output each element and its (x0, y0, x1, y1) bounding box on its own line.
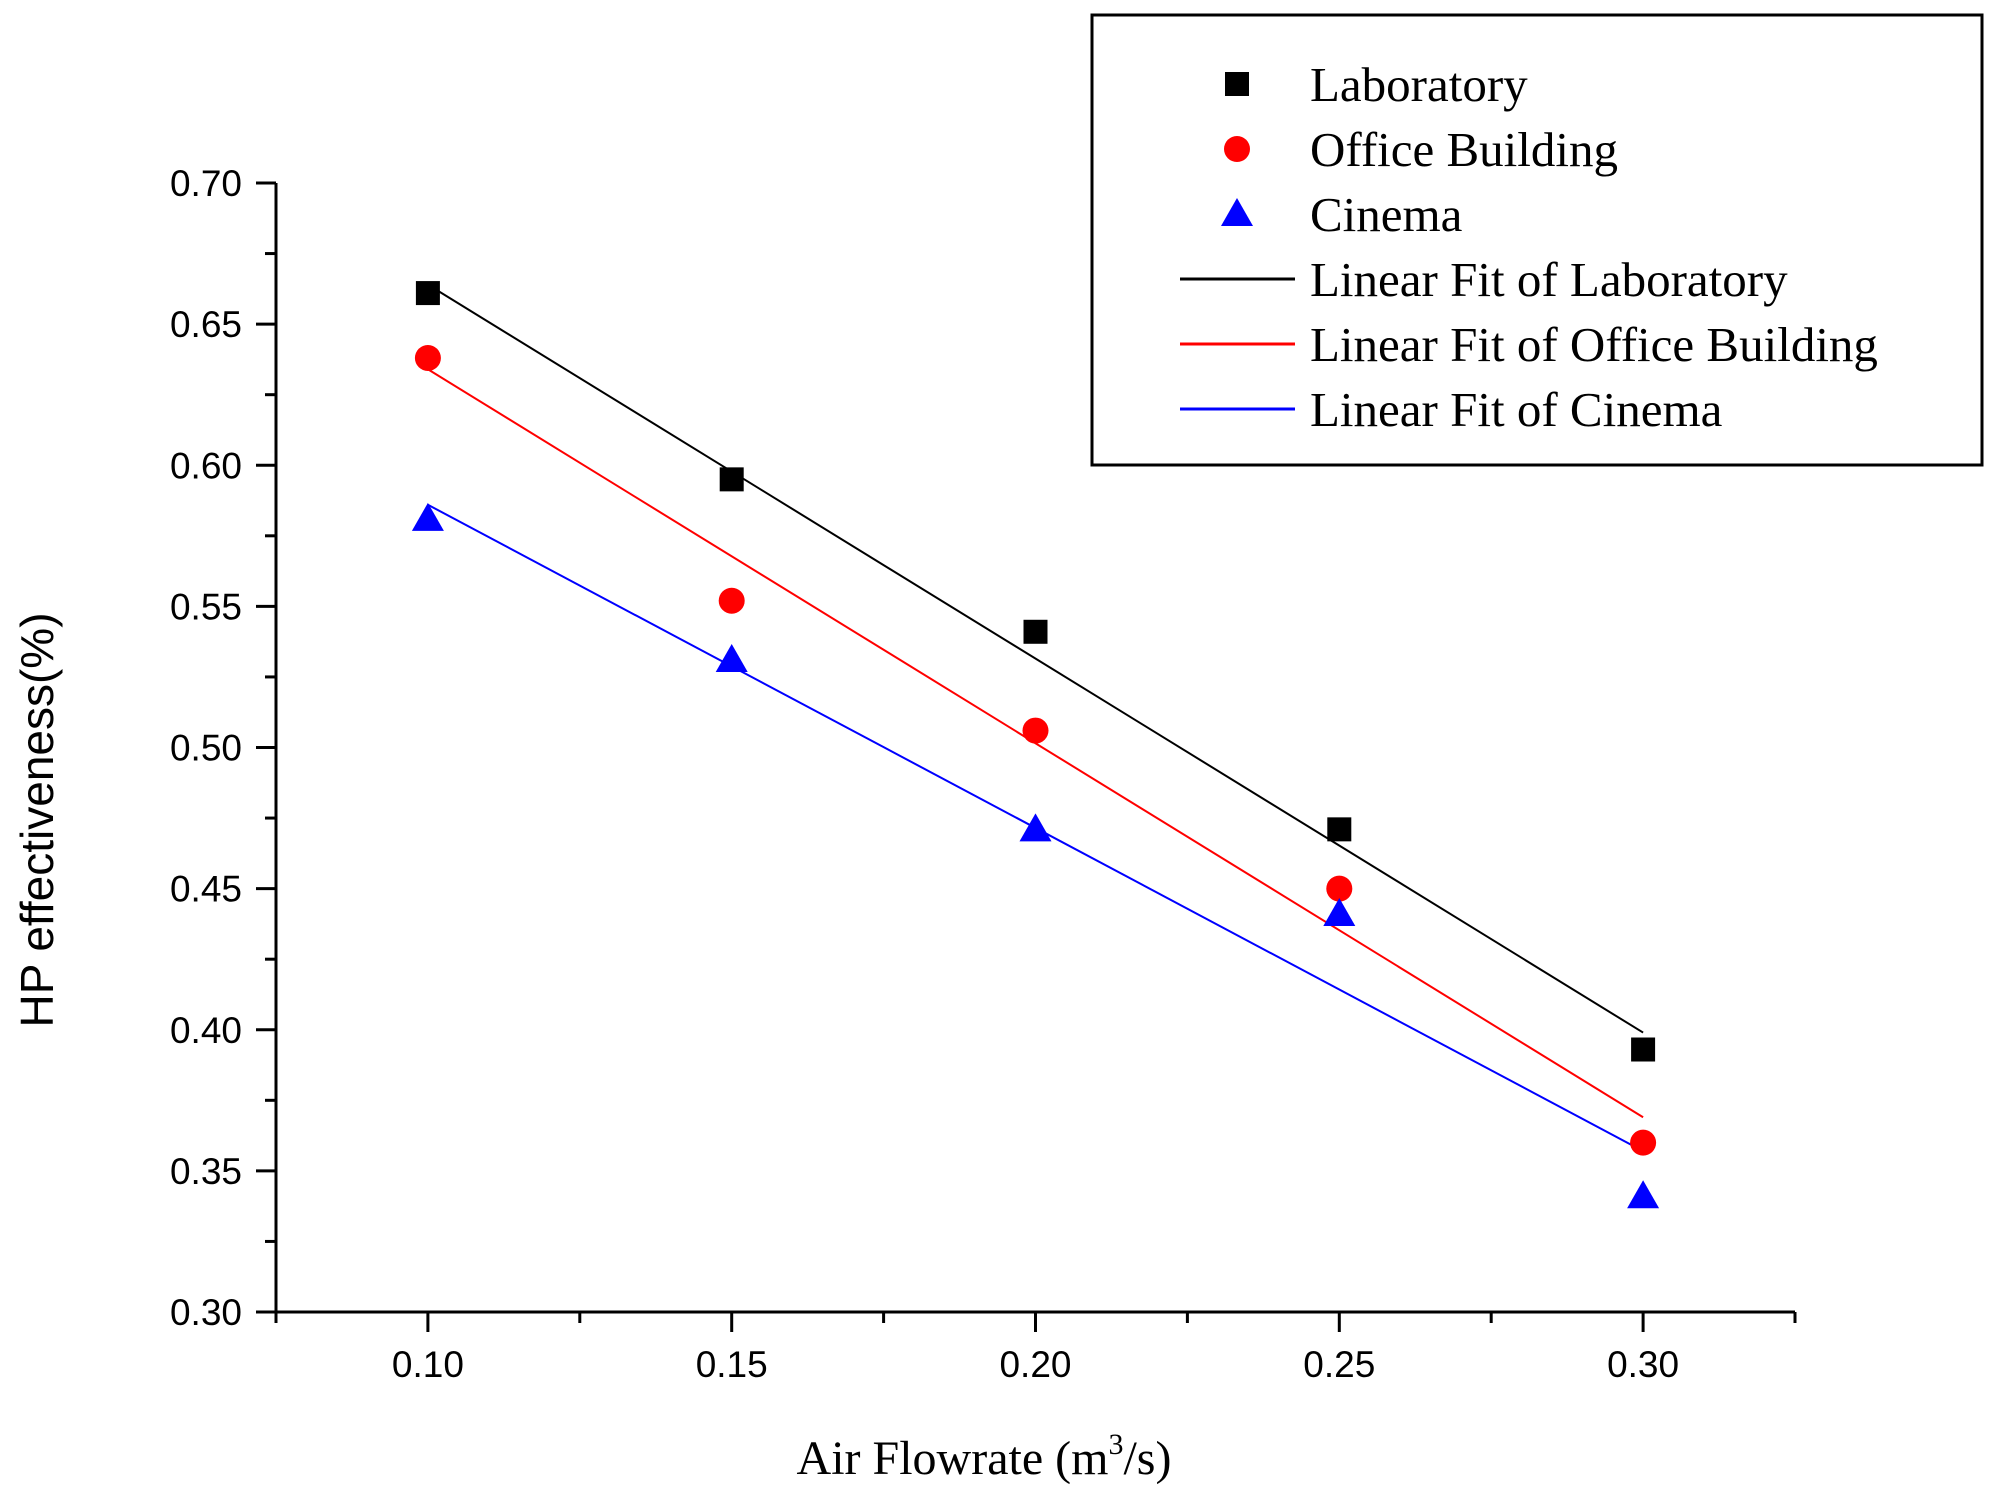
y-tick-label: 0.35 (170, 1151, 242, 1192)
legend-label: Linear Fit of Office Building (1310, 317, 1878, 372)
data-point (415, 281, 440, 306)
legend: Laboratory Office Building Cinema Linear Fi… (1090, 13, 1984, 467)
y-tick-label: 0.60 (170, 445, 242, 486)
data-point (1022, 717, 1049, 744)
data-point (1019, 813, 1052, 842)
data-point (1023, 619, 1048, 644)
y-tick-label: 0.30 (170, 1292, 242, 1333)
data-point (1630, 1129, 1657, 1156)
legend-label: Laboratory (1310, 57, 1528, 112)
x-axis-title-superscript: 3 (1108, 1428, 1123, 1461)
y-tick-label: 0.40 (170, 1010, 242, 1051)
x-axis-title-suffix: /s) (1123, 1432, 1171, 1485)
x-axis-title: Air Flowrate (m3/s) (797, 1428, 1172, 1485)
legend-label: Linear Fit of Cinema (1310, 382, 1723, 437)
data-point (1327, 817, 1352, 842)
x-tick-label: 0.10 (392, 1344, 464, 1385)
data-point (1323, 898, 1356, 927)
x-axis-title-prefix: Air Flowrate (m (797, 1432, 1109, 1485)
y-tick-label: 0.55 (170, 586, 242, 627)
plot-area: 0.30 0.35 0.40 0.45 0.50 0.55 0.60 0.65 0.70 0.10… (170, 163, 1797, 1385)
data-point (1631, 1037, 1656, 1062)
legend-label: Office Building (1310, 122, 1618, 177)
y-tick-label: 0.65 (170, 304, 242, 345)
data-point (1627, 1180, 1660, 1209)
legend-marker (1225, 72, 1249, 96)
data-point (719, 467, 744, 492)
y-tick-label: 0.50 (170, 728, 242, 769)
legend-label: Linear Fit of Laboratory (1310, 252, 1788, 307)
legend-marker (1221, 198, 1253, 226)
y-tick-label: 0.45 (170, 869, 242, 910)
x-tick-label: 0.25 (1303, 1344, 1375, 1385)
legend-marker (1224, 136, 1250, 162)
data-point (718, 587, 745, 614)
data-point (414, 344, 441, 371)
data-point (411, 502, 444, 531)
y-tick-label: 0.70 (170, 163, 242, 204)
x-tick-label: 0.30 (1607, 1344, 1679, 1385)
fit-line (427, 283, 1644, 1034)
data-point (715, 644, 748, 673)
data-point (1326, 875, 1353, 902)
y-axis-title: HP effectiveness(%) (11, 612, 63, 1027)
legend-label: Cinema (1310, 187, 1463, 242)
x-tick-label: 0.20 (999, 1344, 1071, 1385)
x-tick-label: 0.15 (696, 1344, 768, 1385)
